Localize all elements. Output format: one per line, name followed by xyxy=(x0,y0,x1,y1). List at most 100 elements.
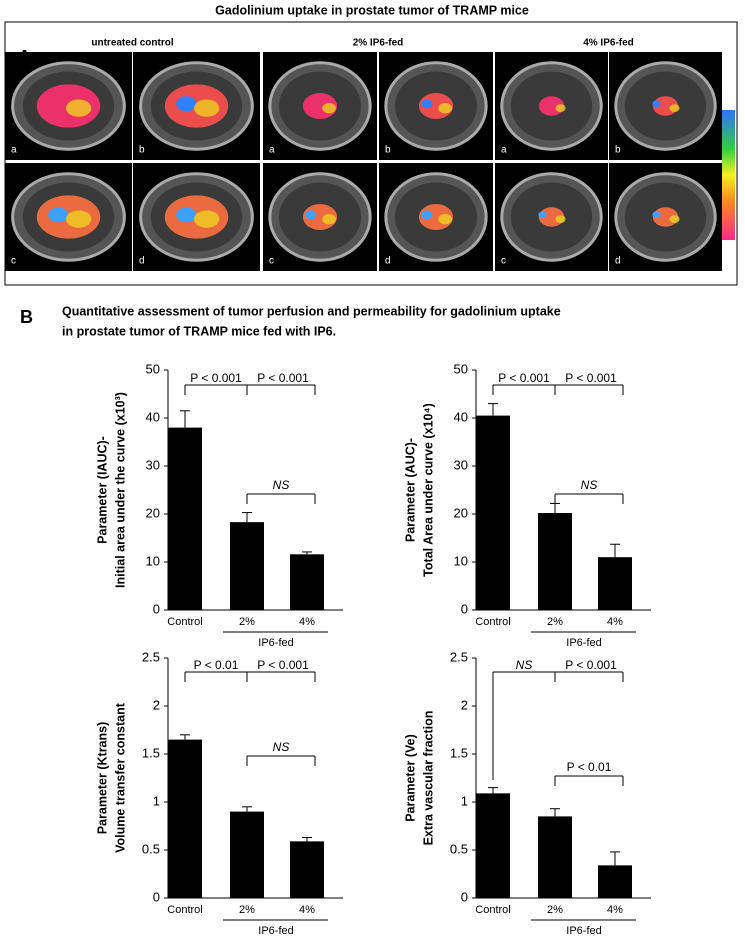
tumor-overlay xyxy=(438,213,452,225)
y-tick-label: 1.5 xyxy=(450,745,468,760)
y-tick-label: 20 xyxy=(454,505,468,520)
image-letter: b xyxy=(385,145,391,156)
significance-label: P < 0.001 xyxy=(565,658,617,672)
image-letter: b xyxy=(615,145,621,156)
y-tick-label: 0 xyxy=(153,889,160,904)
image-letter: d xyxy=(385,256,391,267)
tumor-overlay xyxy=(65,210,92,228)
x-tick-label: Control xyxy=(167,616,202,628)
y-tick-label: 2.5 xyxy=(142,649,160,664)
significance-label: NS xyxy=(581,478,598,492)
bar xyxy=(598,557,632,610)
tumor-overlay xyxy=(193,210,220,228)
y-tick-label: 0 xyxy=(461,889,468,904)
image-letter: a xyxy=(269,145,275,156)
y-tick-label: 1 xyxy=(461,793,468,808)
tumor-overlay xyxy=(669,215,680,224)
y-axis-label: Initial area under the curve (x10³) xyxy=(113,392,127,588)
tumor-overlay xyxy=(555,104,566,113)
x-tick-label: 4% xyxy=(607,904,623,916)
y-axis-label: Volume transfer constant xyxy=(113,702,127,853)
y-axis-label: Parameter (IAUC)- xyxy=(95,436,109,544)
y-tick-label: 40 xyxy=(454,409,468,424)
group-title: 4% IP6-fed xyxy=(583,38,634,49)
y-tick-label: 40 xyxy=(146,409,160,424)
significance-label: P < 0.001 xyxy=(498,371,550,385)
significance-label: P < 0.001 xyxy=(565,371,617,385)
y-tick-label: 0 xyxy=(461,601,468,616)
y-axis-label: Parameter (Ve) xyxy=(403,734,417,822)
group-label: IP6-fed xyxy=(258,925,293,937)
x-tick-label: 2% xyxy=(239,904,255,916)
tumor-overlay xyxy=(322,102,336,114)
tumor-overlay xyxy=(652,100,661,108)
significance-label: NS xyxy=(273,740,290,754)
tumor-overlay xyxy=(176,207,197,223)
y-tick-label: 10 xyxy=(454,553,468,568)
significance-label: P < 0.001 xyxy=(257,371,309,385)
group-label: IP6-fed xyxy=(566,637,601,649)
panel-heading: Quantitative assessment of tumor perfusi… xyxy=(62,304,561,318)
bar xyxy=(168,739,202,898)
x-tick-label: 4% xyxy=(299,616,315,628)
y-tick-label: 0.5 xyxy=(450,841,468,856)
y-tick-label: 20 xyxy=(146,505,160,520)
bar xyxy=(476,415,510,610)
image-letter: a xyxy=(11,145,17,156)
y-tick-label: 30 xyxy=(454,457,468,472)
bar xyxy=(230,811,264,898)
bar xyxy=(290,554,324,610)
y-tick-label: 2 xyxy=(461,697,468,712)
tumor-overlay xyxy=(538,211,547,219)
significance-label: P < 0.01 xyxy=(194,658,239,672)
tumor-overlay xyxy=(421,99,433,109)
tumor-overlay xyxy=(176,96,197,112)
significance-label: P < 0.01 xyxy=(567,760,612,774)
group-title: untreated control xyxy=(91,38,173,49)
image-letter: c xyxy=(269,256,274,267)
bar xyxy=(538,513,572,610)
y-axis-label: Extra vascular fraction xyxy=(421,711,435,846)
image-letter: b xyxy=(139,145,145,156)
x-tick-label: Control xyxy=(475,904,510,916)
y-tick-label: 30 xyxy=(146,457,160,472)
tumor-overlay xyxy=(65,99,92,117)
figure-title: Gadolinium uptake in prostate tumor of T… xyxy=(215,3,529,17)
group-label: IP6-fed xyxy=(258,637,293,649)
image-letter: c xyxy=(501,256,506,267)
significance-label: NS xyxy=(273,478,290,492)
x-tick-label: 4% xyxy=(299,904,315,916)
y-tick-label: 2.5 xyxy=(450,649,468,664)
image-letter: a xyxy=(501,145,507,156)
x-tick-label: Control xyxy=(475,616,510,628)
bar xyxy=(598,865,632,898)
tumor-overlay xyxy=(652,211,661,219)
group-title: 2% IP6-fed xyxy=(353,38,404,49)
tumor-overlay xyxy=(555,215,566,224)
x-tick-label: 2% xyxy=(239,616,255,628)
y-axis-label: Total Area under curve (x10⁴) xyxy=(421,403,435,577)
tumor-overlay xyxy=(322,213,336,225)
tumor-overlay xyxy=(193,99,220,117)
bar xyxy=(538,816,572,898)
group-label: IP6-fed xyxy=(566,925,601,937)
panel-label: B xyxy=(20,307,33,327)
y-tick-label: 50 xyxy=(454,361,468,376)
tumor-overlay xyxy=(421,210,433,220)
image-letter: d xyxy=(615,256,621,267)
color-bar xyxy=(722,110,735,240)
significance-label: P < 0.001 xyxy=(190,371,242,385)
y-tick-label: 0.5 xyxy=(142,841,160,856)
tumor-overlay xyxy=(438,102,452,114)
x-tick-label: 4% xyxy=(607,616,623,628)
image-letter: d xyxy=(139,256,145,267)
y-tick-label: 2 xyxy=(153,697,160,712)
y-tick-label: 50 xyxy=(146,361,160,376)
y-tick-label: 1 xyxy=(153,793,160,808)
bar xyxy=(168,427,202,610)
panel-heading: in prostate tumor of TRAMP mice fed with… xyxy=(62,324,336,338)
y-tick-label: 1.5 xyxy=(142,745,160,760)
x-tick-label: Control xyxy=(167,904,202,916)
significance-label: NS xyxy=(516,658,533,672)
